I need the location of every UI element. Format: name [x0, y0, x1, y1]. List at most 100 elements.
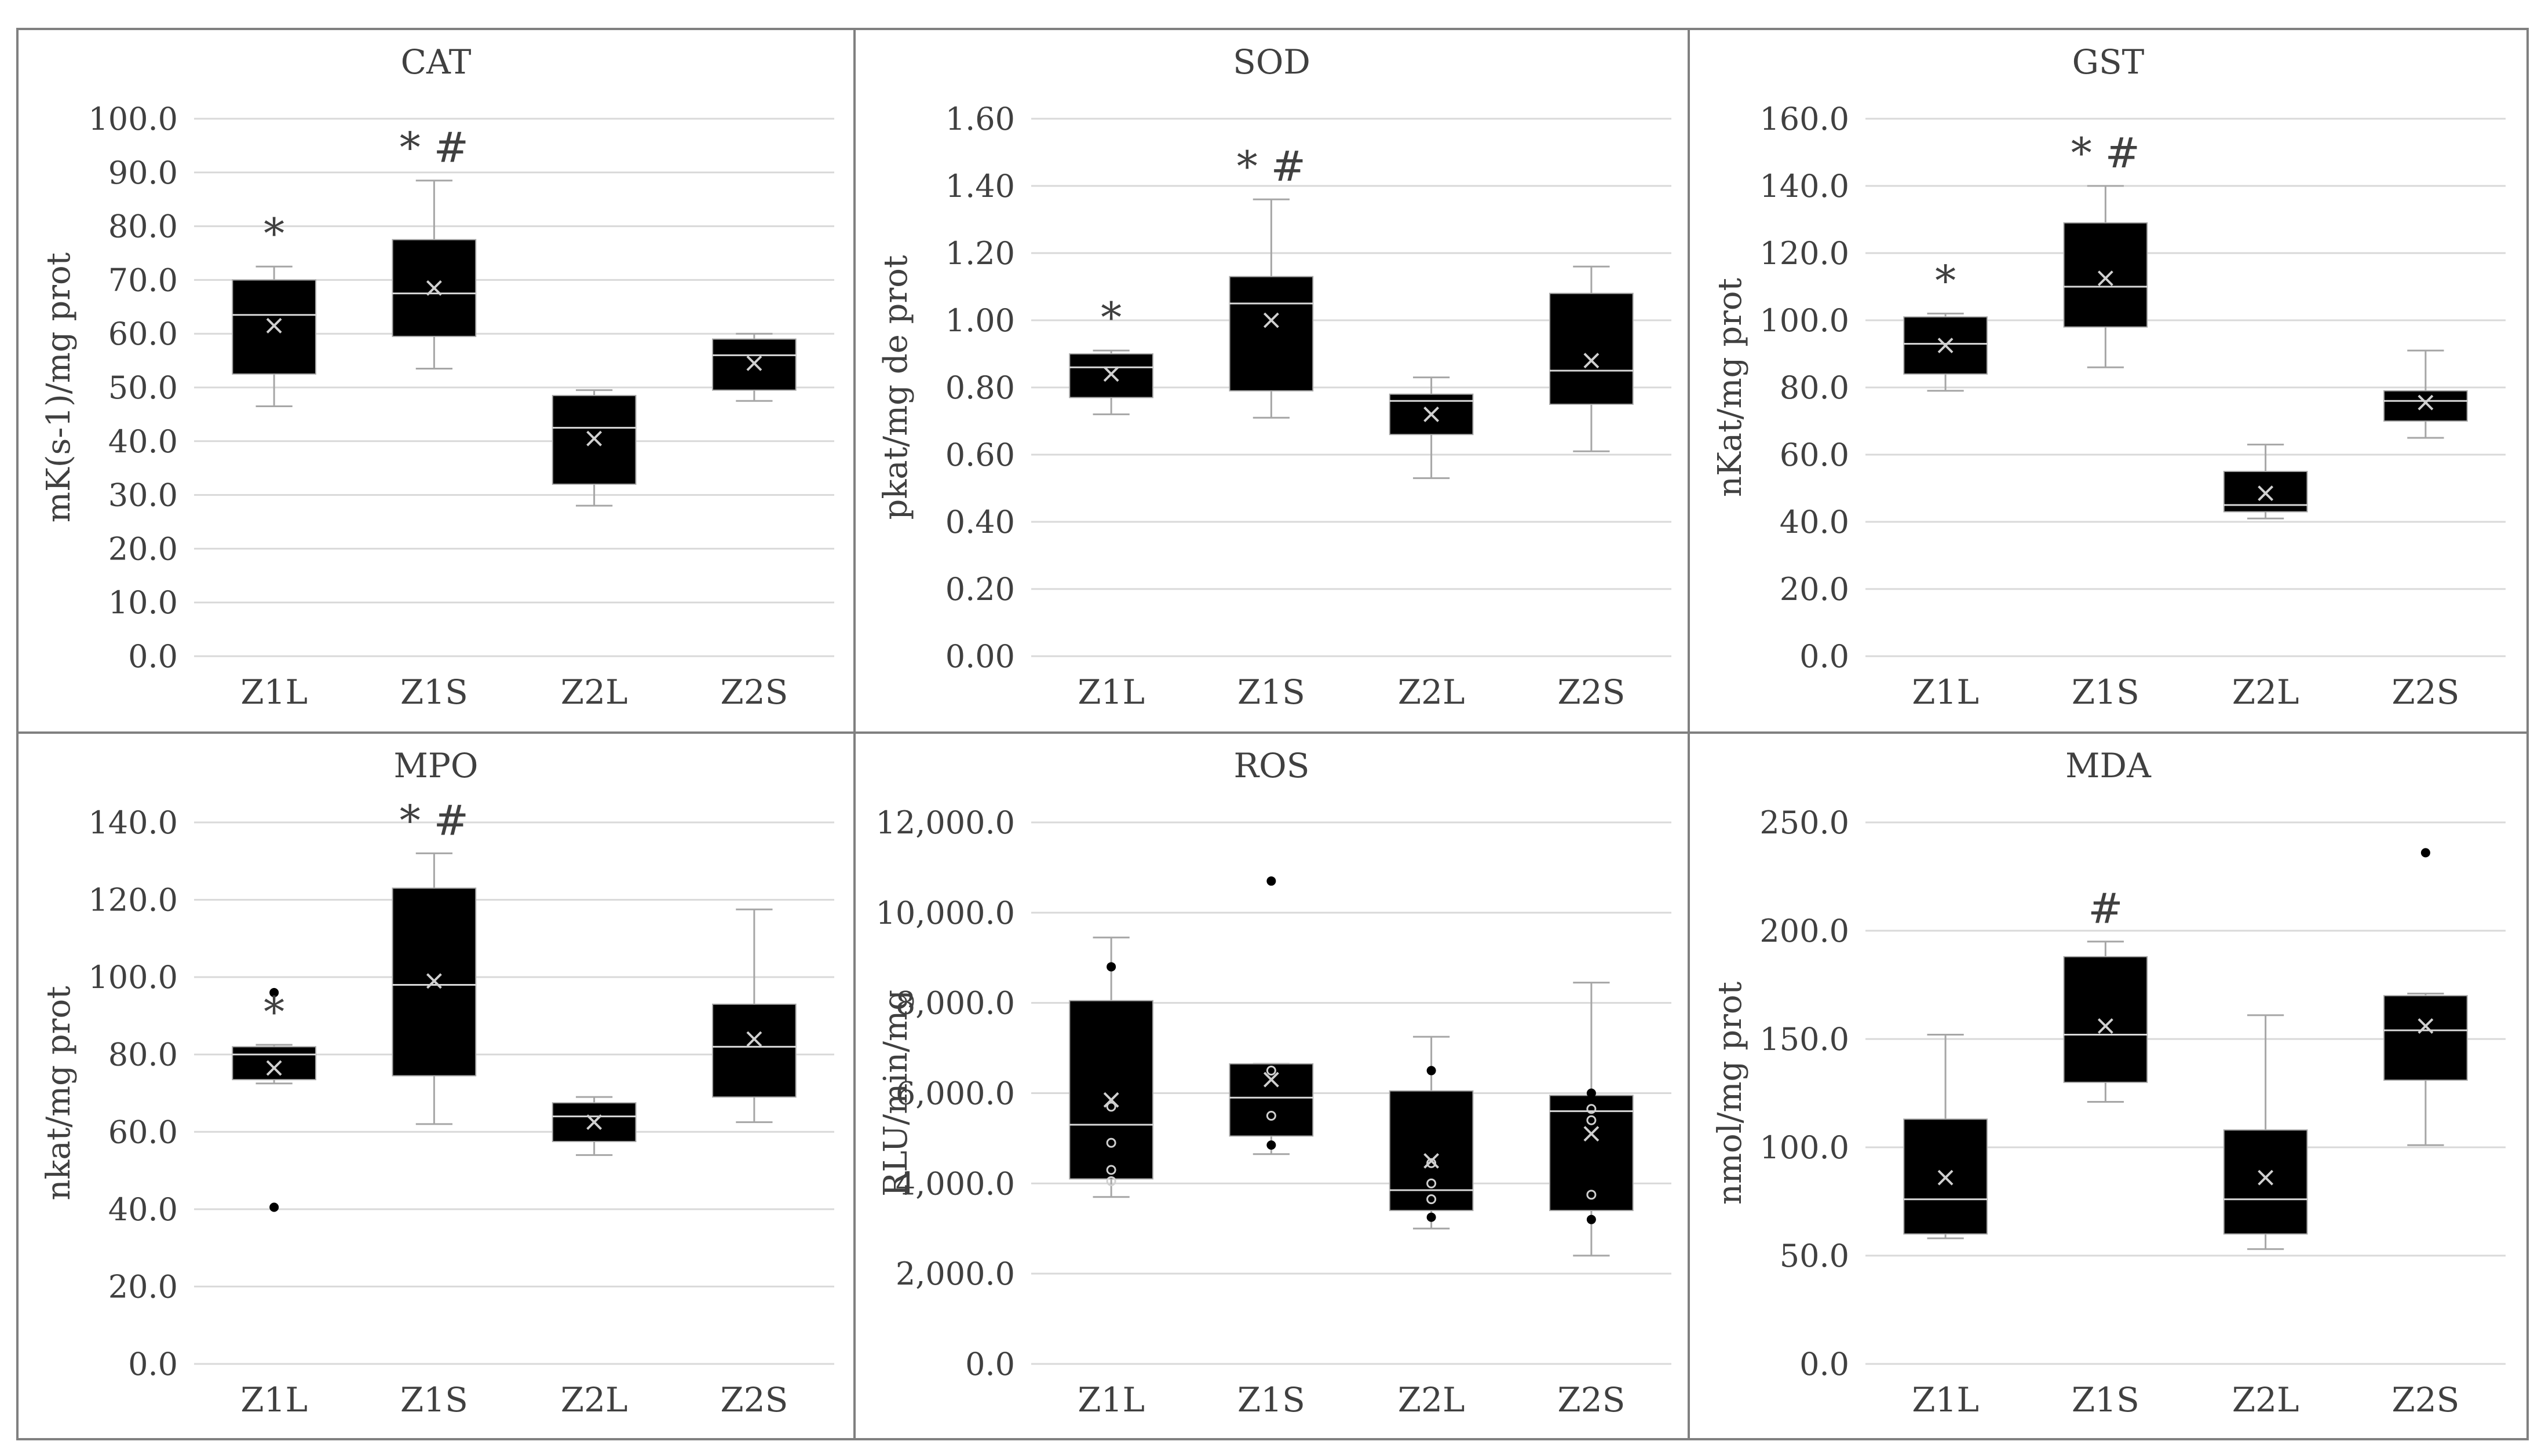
x-tick-label: Z1S [2072, 1380, 2139, 1420]
box-z1l [1903, 1034, 1988, 1239]
significance-mark: # [2088, 884, 2123, 933]
y-tick-label: 0.0 [1799, 1346, 1849, 1382]
x-tick-label: Z1L [240, 1380, 308, 1420]
y-axis-label: pkat/mg de prot [877, 255, 915, 520]
y-tick-label: 20.0 [108, 531, 178, 567]
box-iqr [1069, 353, 1153, 398]
outlier-point [1426, 1066, 1436, 1075]
y-tick-label: 100.0 [88, 101, 178, 137]
box-iqr [1069, 1000, 1153, 1180]
inner-point [1586, 1104, 1597, 1114]
x-tick-label: Z1S [1237, 1380, 1305, 1420]
chart-panel-cat: CAT mK(s-1)/mg prot 0.0 10.0 20.0 30.0 40.0 50.… [16, 28, 856, 734]
significance-mark: * [1935, 256, 1956, 305]
x-tick-label: Z2S [720, 1380, 788, 1420]
y-tick-label: 100.0 [1759, 1129, 1849, 1166]
y-tick-label: 40.0 [108, 1191, 178, 1228]
chart-title: ROS [1234, 746, 1310, 785]
outlier-point [269, 1202, 279, 1212]
mean-marker [746, 1031, 762, 1047]
inner-point [1106, 1137, 1116, 1148]
y-tick-label: 12,000.0 [876, 804, 1015, 841]
y-tick-label: 0.00 [945, 638, 1015, 675]
mean-marker [266, 317, 282, 334]
x-tick-label: Z1L [1078, 1380, 1145, 1420]
y-tick-label: 1.40 [945, 168, 1015, 204]
x-tick-label: Z1S [400, 1380, 468, 1420]
box-z2l [1389, 1036, 1474, 1230]
y-tick-label: 0.0 [128, 1346, 178, 1382]
chart-title: MDA [2065, 746, 2152, 785]
y-tick-label: 0.0 [1799, 638, 1849, 675]
chart-panel-sod: SOD pkat/mg de prot 0.00 0.20 0.40 0.60 0.80 1.… [853, 28, 1690, 734]
outlier-point [2420, 848, 2430, 858]
box-iqr [1389, 1090, 1474, 1212]
y-tick-label: 1.00 [945, 302, 1015, 339]
box-iqr [1549, 292, 1634, 405]
x-tick-label: Z2L [1398, 672, 1465, 712]
x-tick-label: Z1S [400, 672, 468, 712]
chart-panel-mda: MDA nmol/mg prot 0.0 50.0 100.0 150.0 200.0 250… [1688, 731, 2529, 1440]
outlier-point [1586, 1214, 1596, 1224]
box-z2l [552, 389, 637, 507]
panel-border [1688, 731, 2529, 1440]
box-iqr [1229, 1063, 1314, 1137]
box-z1s: * # [392, 796, 477, 1125]
box-iqr [2223, 1129, 2308, 1235]
mean-marker [2258, 485, 2274, 502]
mean-marker [1103, 366, 1119, 382]
inner-point [1426, 1194, 1437, 1205]
y-tick-label: 140.0 [1759, 168, 1849, 204]
y-tick-label: 2,000.0 [896, 1256, 1015, 1292]
y-tick-label: 120.0 [88, 882, 178, 919]
mean-marker [1263, 312, 1279, 328]
box-iqr [2383, 390, 2468, 422]
mean-marker [1263, 1071, 1279, 1088]
box-z1s: * # [1229, 142, 1314, 419]
y-tick-label: 8,000.0 [896, 985, 1015, 1022]
box-iqr [2063, 222, 2148, 328]
outlier-point [1107, 962, 1116, 972]
y-tick-label: 0.60 [945, 437, 1015, 473]
y-tick-label: 60.0 [108, 316, 178, 352]
y-tick-label: 0.0 [128, 638, 178, 675]
mean-marker [586, 1114, 603, 1131]
chart-panel-ros: ROS RLU/min/mg 0.0 2,000.0 4,000.0 6,000.0 8,0… [853, 731, 1690, 1440]
y-tick-label: 250.0 [1759, 804, 1849, 841]
x-tick-label: Z2S [2391, 672, 2459, 712]
significance-mark: * # [2071, 129, 2140, 177]
outlier-point [269, 987, 279, 997]
box-iqr [1229, 276, 1314, 392]
box-z1l [1069, 936, 1153, 1198]
mean-marker [586, 430, 603, 447]
y-tick-label: 30.0 [108, 477, 178, 514]
box-z2s [1549, 982, 1634, 1257]
y-tick-label: 150.0 [1759, 1021, 1849, 1058]
outlier-point [1266, 1140, 1276, 1150]
mean-marker [1423, 406, 1440, 422]
box-iqr [712, 1003, 797, 1098]
chart-title: MPO [394, 746, 479, 785]
inner-point [1426, 1178, 1437, 1188]
significance-mark: * [264, 209, 284, 258]
x-tick-label: Z2L [1398, 1380, 1465, 1420]
y-tick-label: 100.0 [1759, 302, 1849, 339]
y-tick-label: 120.0 [1759, 235, 1849, 272]
mean-marker [426, 973, 442, 989]
y-axis-label: mK(s-1)/mg prot [40, 252, 78, 522]
chart-panel-mpo: MPO nkat/mg prot 0.0 20.0 40.0 60.0 80.0 100.0 1… [16, 731, 856, 1440]
y-axis-label: nKat/mg prot [1711, 277, 1749, 497]
mean-marker [426, 280, 442, 296]
y-tick-label: 50.0 [108, 370, 178, 406]
mean-marker [2418, 1018, 2434, 1034]
mean-marker [1937, 1169, 1954, 1186]
inner-point [1106, 1176, 1116, 1186]
mean-marker [746, 355, 762, 371]
x-tick-label: Z1S [1237, 672, 1305, 712]
box-z2l [1389, 376, 1474, 480]
outlier-point [1426, 1212, 1436, 1222]
y-tick-label: 40.0 [1780, 504, 1849, 540]
significance-mark: * [264, 987, 284, 1036]
y-tick-label: 160.0 [1759, 101, 1849, 137]
y-axis-label: RLU/min/mg [877, 990, 915, 1197]
